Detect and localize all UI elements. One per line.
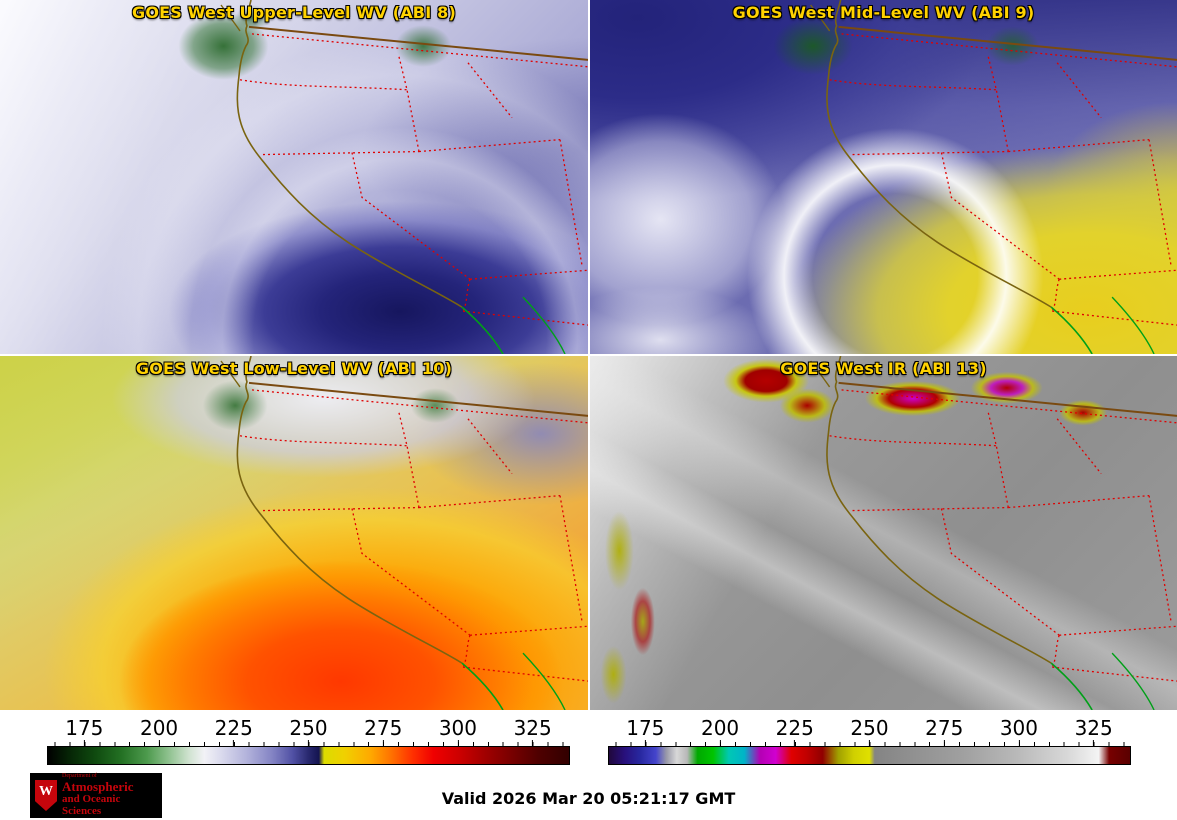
us-mexico-border — [1052, 666, 1177, 682]
nv-ut-border — [1148, 139, 1172, 266]
id-mt-border — [1056, 418, 1102, 475]
map-overlay — [220, 0, 588, 354]
logo-line1: Atmospheric — [62, 778, 134, 794]
id-nv-border — [1008, 138, 1150, 153]
nv-az-border — [1059, 625, 1177, 636]
panel-upper-level-wv: GOES West Upper-Level WV (ABI 8) — [0, 0, 588, 354]
ca-nv-border — [940, 152, 1060, 280]
nv-ut-border — [1148, 495, 1172, 622]
wa-or-border — [239, 79, 408, 91]
ca-az-border — [1051, 279, 1060, 312]
or-ca-border — [262, 506, 420, 512]
logo-line2: and Oceanic Sciences — [62, 792, 121, 817]
state-borders — [829, 412, 1177, 682]
canada-border — [248, 25, 588, 61]
gulf-of-california-coastline — [522, 296, 566, 354]
us-mexico-border — [1052, 310, 1177, 326]
coastline — [826, 356, 1052, 664]
panel-title-ir: GOES West IR (ABI 13) — [780, 359, 987, 378]
coastline — [236, 356, 463, 664]
or-ca-border — [852, 150, 1009, 156]
ca-az-border — [1051, 635, 1060, 668]
coastline-mexico — [1050, 662, 1093, 710]
us-canada-border-dotted — [251, 33, 588, 68]
aos-logo-text: Department of Atmospheric and Oceanic Sc… — [62, 773, 157, 817]
us-mexico-border — [462, 666, 588, 682]
panel-low-level-wv: GOES West Low-Level WV (ABI 10) — [0, 356, 588, 710]
gulf-of-california-coastline — [522, 652, 566, 710]
wa-or-border — [239, 435, 408, 447]
id-mt-border — [1056, 62, 1102, 119]
us-mexico-border — [462, 310, 588, 326]
wv-colorbar-minor-ticks — [47, 742, 570, 746]
wa-or-border — [829, 435, 997, 447]
panel-title-upper-level-wv: GOES West Upper-Level WV (ABI 8) — [132, 3, 456, 22]
panel-title-mid-level-wv: GOES West Mid-Level WV (ABI 9) — [732, 3, 1035, 22]
id-mt-border — [467, 62, 513, 119]
us-canada-border-dotted — [841, 389, 1177, 424]
or-ca-border — [262, 150, 420, 156]
nv-ut-border — [559, 495, 583, 622]
aos-logo: W Department of Atmospheric and Oceanic … — [30, 773, 162, 818]
ca-nv-border — [940, 508, 1060, 636]
vancouver-island-coastline — [810, 4, 831, 32]
id-border — [987, 412, 1009, 508]
vancouver-island-coastline — [220, 4, 241, 32]
nv-az-border — [1059, 269, 1177, 280]
ca-nv-border — [351, 152, 471, 280]
state-borders — [239, 412, 588, 682]
wv-colorbar: 175 200 225 250 275 300 325 — [47, 712, 570, 770]
map-overlay — [810, 356, 1177, 710]
id-border — [987, 56, 1009, 152]
ca-az-border — [462, 635, 471, 668]
footer: W Department of Atmospheric and Oceanic … — [0, 770, 1177, 820]
satellite-panel-grid: GOES West Upper-Level WV (ABI 8) GOES We… — [0, 0, 1177, 710]
coastline — [826, 0, 1052, 308]
id-border — [398, 412, 420, 508]
state-borders — [829, 56, 1177, 326]
or-ca-border — [852, 506, 1009, 512]
id-mt-border — [467, 418, 513, 475]
us-canada-border-dotted — [251, 389, 588, 424]
coastline-mexico — [461, 306, 504, 354]
coastline — [236, 0, 463, 308]
nv-ut-border — [559, 139, 583, 266]
map-overlay — [220, 356, 588, 710]
wv-colorbar-ticks: 175 200 225 250 275 300 325 — [47, 712, 570, 746]
ca-az-border — [462, 279, 471, 312]
valid-time: Valid 2026 Mar 20 05:21:17 GMT — [441, 789, 736, 808]
coastline-mexico — [461, 662, 504, 710]
wa-or-border — [829, 79, 997, 91]
vancouver-island-coastline — [810, 360, 831, 388]
us-canada-border-dotted — [841, 33, 1177, 68]
nv-az-border — [469, 269, 588, 280]
id-border — [398, 56, 420, 152]
ir-colorbar: 175 200 225 250 275 300 325 — [608, 712, 1131, 770]
map-overlay — [810, 0, 1177, 354]
ir-colorbar-ticks: 175 200 225 250 275 300 325 — [608, 712, 1131, 746]
nv-az-border — [469, 625, 588, 636]
canada-border — [248, 381, 588, 417]
vancouver-island-coastline — [220, 360, 241, 388]
ir-colorbar-minor-ticks — [608, 742, 1131, 746]
gulf-of-california-coastline — [1111, 652, 1155, 710]
uw-crest-icon: W — [35, 780, 57, 811]
panel-ir: GOES West IR (ABI 13) — [590, 356, 1177, 710]
id-nv-border — [1008, 494, 1150, 509]
id-nv-border — [418, 494, 561, 509]
canada-border — [838, 381, 1177, 417]
id-nv-border — [418, 138, 561, 153]
coastline-mexico — [1050, 306, 1093, 354]
colorbar-row: 175 200 225 250 275 300 325 175 200 225 … — [0, 710, 1177, 770]
ir-colorbar-gradient — [608, 746, 1131, 765]
ca-nv-border — [351, 508, 471, 636]
state-borders — [239, 56, 588, 326]
wv-colorbar-gradient — [47, 746, 570, 765]
gulf-of-california-coastline — [1111, 296, 1155, 354]
canada-border — [838, 25, 1177, 61]
panel-title-low-level-wv: GOES West Low-Level WV (ABI 10) — [135, 359, 453, 378]
logo-department-of: Department of — [62, 773, 97, 780]
panel-mid-level-wv: GOES West Mid-Level WV (ABI 9) — [590, 0, 1177, 354]
